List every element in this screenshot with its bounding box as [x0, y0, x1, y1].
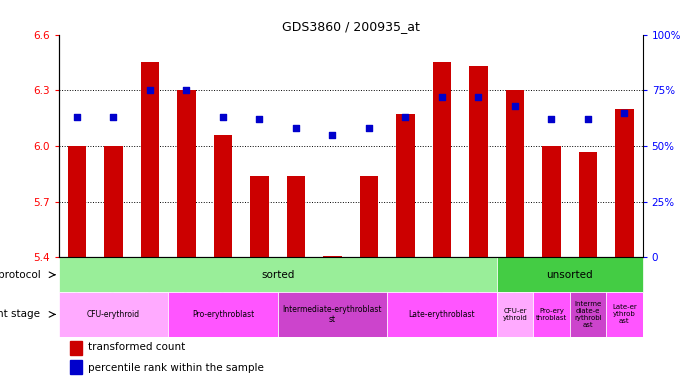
Bar [615, 109, 634, 257]
Text: Pro-ery
throblast: Pro-ery throblast [536, 308, 567, 321]
Bar [506, 90, 524, 257]
Bar [469, 66, 488, 257]
Bar [178, 90, 196, 257]
Text: CFU-erythroid: CFU-erythroid [87, 310, 140, 319]
Point [327, 132, 338, 138]
Point [546, 116, 557, 122]
Text: protocol: protocol [0, 270, 41, 280]
Text: Late-erythroblast: Late-erythroblast [408, 310, 475, 319]
Bar [360, 176, 378, 257]
Bar [542, 146, 560, 257]
Bar [579, 152, 597, 257]
Bar [278, 292, 387, 337]
Bar [569, 292, 606, 337]
Text: sorted: sorted [261, 270, 294, 280]
Text: Interme
diate-e
rythrobl
ast: Interme diate-e rythrobl ast [574, 301, 602, 328]
Bar [323, 256, 341, 257]
Bar [168, 292, 278, 337]
Bar [59, 257, 497, 292]
Bar [68, 146, 86, 257]
Bar [59, 292, 168, 337]
Bar [214, 135, 232, 257]
Point [290, 125, 301, 131]
Point [363, 125, 375, 131]
Bar [397, 114, 415, 257]
Text: transformed count: transformed count [88, 343, 185, 353]
Point [400, 114, 411, 120]
Point [437, 94, 448, 100]
Point [71, 114, 82, 120]
Text: percentile rank within the sample: percentile rank within the sample [88, 362, 264, 372]
Text: Late-er
ythrob
ast: Late-er ythrob ast [612, 305, 637, 324]
Bar [287, 176, 305, 257]
Text: unsorted: unsorted [547, 270, 593, 280]
Point [181, 87, 192, 93]
Point [583, 116, 594, 122]
Text: CFU-er
ythroid: CFU-er ythroid [502, 308, 527, 321]
Bar [497, 257, 643, 292]
Point [473, 94, 484, 100]
Text: Pro-erythroblast: Pro-erythroblast [192, 310, 254, 319]
Bar [250, 176, 269, 257]
Point [619, 109, 630, 116]
Text: Intermediate-erythroblast
st: Intermediate-erythroblast st [283, 305, 382, 324]
Point [108, 114, 119, 120]
Bar [606, 292, 643, 337]
Point [144, 87, 155, 93]
Point [218, 114, 229, 120]
Title: GDS3860 / 200935_at: GDS3860 / 200935_at [282, 20, 419, 33]
Bar [70, 341, 82, 354]
Point [509, 103, 520, 109]
Bar [104, 146, 122, 257]
Bar [497, 292, 533, 337]
Bar [387, 292, 497, 337]
Bar [533, 292, 569, 337]
Bar [70, 361, 82, 374]
Bar [433, 63, 451, 257]
Bar [141, 63, 159, 257]
Text: development stage: development stage [0, 310, 41, 319]
Point [254, 116, 265, 122]
